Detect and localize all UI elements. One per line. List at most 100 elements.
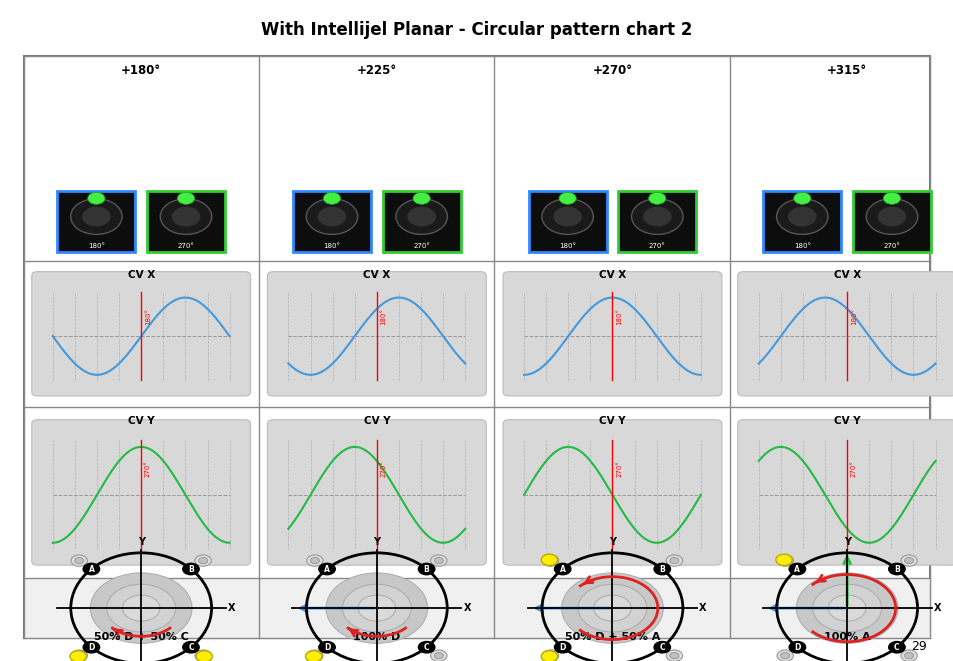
Circle shape — [669, 557, 679, 564]
Circle shape — [900, 650, 917, 661]
Circle shape — [70, 650, 87, 661]
Circle shape — [183, 642, 199, 653]
Text: 180°: 180° — [380, 308, 386, 325]
Circle shape — [306, 555, 323, 566]
Circle shape — [177, 192, 194, 204]
Text: C: C — [659, 642, 664, 652]
Circle shape — [545, 557, 555, 564]
Text: +315°: +315° — [826, 64, 866, 77]
Circle shape — [793, 192, 810, 204]
Circle shape — [554, 563, 570, 574]
Text: 180°: 180° — [793, 243, 810, 249]
Text: B: B — [423, 564, 429, 574]
Text: 100% D: 100% D — [353, 632, 400, 642]
Circle shape — [882, 192, 900, 204]
Circle shape — [430, 555, 447, 566]
Circle shape — [888, 563, 904, 574]
Circle shape — [780, 652, 789, 659]
Text: B: B — [188, 564, 193, 574]
Circle shape — [903, 557, 913, 564]
Circle shape — [654, 563, 670, 574]
Text: 180°: 180° — [88, 243, 105, 249]
Bar — [618, 191, 696, 252]
Text: CV X: CV X — [363, 270, 390, 280]
Circle shape — [317, 207, 346, 227]
Circle shape — [194, 650, 212, 661]
Circle shape — [198, 652, 208, 659]
Circle shape — [172, 207, 200, 227]
Bar — [852, 191, 930, 252]
Text: +180°: +180° — [121, 64, 161, 77]
Circle shape — [323, 192, 340, 204]
Circle shape — [357, 595, 395, 621]
Circle shape — [122, 595, 160, 621]
Bar — [528, 191, 606, 252]
Circle shape — [74, 557, 84, 564]
FancyBboxPatch shape — [737, 272, 953, 396]
Circle shape — [195, 650, 213, 661]
Circle shape — [561, 573, 662, 643]
Text: D: D — [558, 642, 565, 652]
Circle shape — [540, 554, 558, 566]
Text: 270°: 270° — [882, 243, 900, 249]
Circle shape — [418, 642, 435, 653]
Text: 50% D + 50% C: 50% D + 50% C — [93, 632, 189, 642]
Text: X: X — [463, 603, 471, 613]
Text: CV Y: CV Y — [598, 416, 625, 426]
Circle shape — [654, 642, 670, 653]
Circle shape — [545, 652, 555, 659]
Bar — [382, 191, 460, 252]
Circle shape — [310, 652, 319, 659]
Circle shape — [900, 555, 917, 566]
Circle shape — [88, 192, 105, 204]
Circle shape — [648, 192, 665, 204]
Text: CV Y: CV Y — [363, 416, 390, 426]
FancyBboxPatch shape — [31, 420, 251, 565]
Circle shape — [776, 199, 827, 235]
Circle shape — [318, 563, 335, 574]
Text: Y: Y — [608, 537, 616, 547]
Circle shape — [310, 557, 319, 564]
Circle shape — [776, 555, 793, 566]
Bar — [57, 191, 135, 252]
Bar — [147, 191, 225, 252]
Bar — [24, 578, 929, 638]
Text: 270°: 270° — [413, 243, 430, 249]
Text: 270°: 270° — [648, 243, 665, 249]
Circle shape — [434, 557, 443, 564]
Circle shape — [558, 192, 576, 204]
Text: A: A — [794, 564, 800, 574]
FancyBboxPatch shape — [267, 272, 486, 396]
Circle shape — [194, 555, 212, 566]
Text: A: A — [559, 564, 565, 574]
Text: D: D — [323, 642, 330, 652]
FancyBboxPatch shape — [737, 420, 953, 565]
Circle shape — [413, 192, 430, 204]
Text: 100% A: 100% A — [823, 632, 869, 642]
Circle shape — [71, 650, 88, 661]
Text: CV X: CV X — [598, 270, 625, 280]
Circle shape — [82, 207, 111, 227]
Circle shape — [541, 650, 558, 661]
Text: 270°: 270° — [177, 243, 194, 249]
FancyBboxPatch shape — [31, 272, 251, 396]
Text: 180°: 180° — [616, 308, 621, 325]
Text: B: B — [893, 564, 899, 574]
Circle shape — [306, 199, 357, 235]
Text: 270°: 270° — [850, 460, 856, 477]
Text: 180°: 180° — [145, 308, 151, 325]
Text: C: C — [423, 642, 429, 652]
Circle shape — [787, 207, 816, 227]
Circle shape — [74, 652, 84, 659]
Text: With Intellijel Planar - Circular pattern chart 2: With Intellijel Planar - Circular patter… — [261, 20, 692, 39]
FancyBboxPatch shape — [502, 420, 721, 565]
Text: +270°: +270° — [592, 64, 632, 77]
Text: 270°: 270° — [616, 460, 621, 477]
Bar — [762, 191, 841, 252]
Circle shape — [306, 650, 323, 661]
Circle shape — [776, 650, 793, 661]
Bar — [293, 191, 371, 252]
Circle shape — [827, 595, 865, 621]
Circle shape — [541, 555, 558, 566]
Circle shape — [326, 573, 427, 643]
